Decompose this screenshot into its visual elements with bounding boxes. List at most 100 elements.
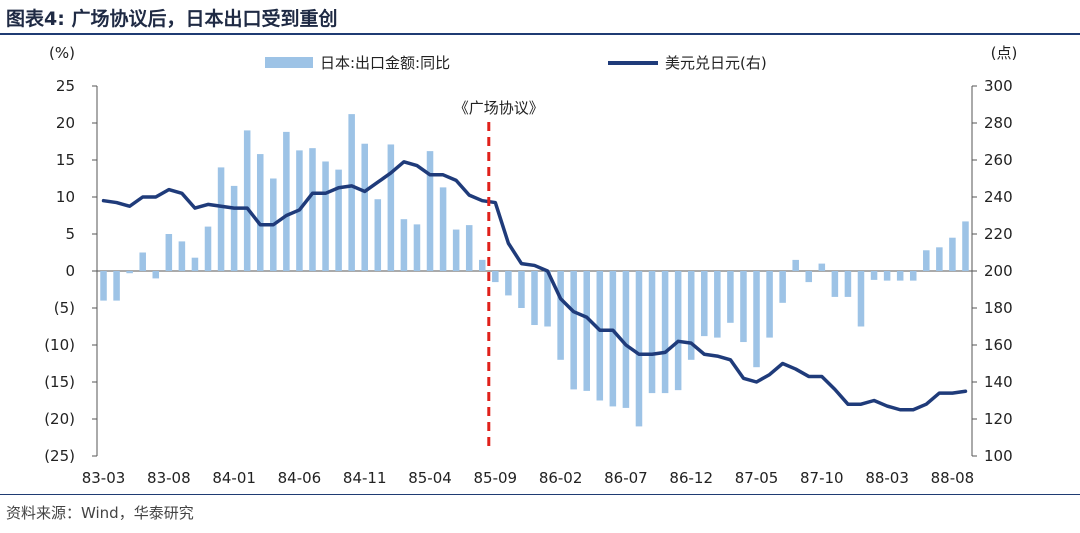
bar xyxy=(609,271,617,407)
bar xyxy=(505,271,512,296)
x-axis-tick-label: 87-05 xyxy=(735,469,779,487)
bar xyxy=(217,167,225,271)
legend-bar-swatch xyxy=(265,57,313,68)
bar xyxy=(661,271,669,394)
chart: (%) (点) 日本:出口金额:同比 美元兑日元(右) 25 20 15 10 5 0 (5… xyxy=(44,44,1018,487)
x-axis-tick-label: 85-04 xyxy=(408,469,452,487)
bar xyxy=(426,151,434,271)
bar xyxy=(949,237,956,271)
x-axis-tick-label: 86-12 xyxy=(669,469,713,487)
left-axis-tick-label: 5 xyxy=(65,225,75,243)
left-axis-tick-label: (5) xyxy=(54,299,75,317)
bar xyxy=(139,252,146,271)
source-note: 资料来源：Wind，华泰研究 xyxy=(6,504,194,522)
bar xyxy=(570,271,577,390)
left-axis-tick-label: 0 xyxy=(65,262,75,280)
bar xyxy=(844,271,852,297)
bar xyxy=(191,257,199,271)
bar xyxy=(883,271,891,281)
annotation: 《广场协议》 xyxy=(454,99,544,452)
bar xyxy=(283,131,290,271)
usd-jpy-line xyxy=(101,160,968,412)
bar xyxy=(622,271,630,408)
bar xyxy=(727,271,734,323)
right-axis-tick-label: 100 xyxy=(984,447,1013,465)
bar xyxy=(557,271,564,360)
bar xyxy=(701,271,708,337)
x-axis-tick-label: 83-08 xyxy=(147,469,191,487)
left-axis-tick-label: (25) xyxy=(44,447,75,465)
bar xyxy=(583,271,590,391)
bar xyxy=(230,185,238,271)
axes: 25 20 15 10 5 0 (5) (10) (15) (20) (25) 300 280 260 24… xyxy=(44,77,1012,487)
bar xyxy=(740,271,747,343)
bar xyxy=(126,271,133,274)
bar xyxy=(387,144,395,271)
legend-bar-label: 日本:出口金额:同比 xyxy=(320,54,450,72)
bar xyxy=(452,229,460,271)
bar xyxy=(870,271,878,280)
x-axis-tick-label: 84-06 xyxy=(278,469,322,487)
bar xyxy=(831,271,839,297)
right-axis-tick-label: 200 xyxy=(984,262,1013,280)
x-axis-tick-label: 85-09 xyxy=(474,469,518,487)
bar xyxy=(531,271,538,326)
x-axis-tick-label: 84-11 xyxy=(343,469,387,487)
right-axis-tick-label: 180 xyxy=(984,299,1013,317)
bar xyxy=(492,271,499,283)
left-axis-tick-label: (15) xyxy=(44,373,75,391)
right-axis-tick-label: 140 xyxy=(984,373,1013,391)
bar xyxy=(400,219,408,271)
bar xyxy=(909,271,917,281)
bar-series xyxy=(100,114,969,427)
bar xyxy=(165,234,173,271)
bar xyxy=(243,130,251,271)
left-axis-tick-label: 15 xyxy=(56,151,75,169)
right-axis-tick-label: 120 xyxy=(984,410,1013,428)
bar xyxy=(805,271,813,283)
x-axis-tick-label: 86-07 xyxy=(604,469,648,487)
bar xyxy=(113,271,120,301)
x-axis-tick-label: 87-10 xyxy=(800,469,844,487)
bar xyxy=(714,271,721,338)
bar xyxy=(857,271,865,327)
bar xyxy=(256,154,264,271)
left-axis-tick-label: 10 xyxy=(56,188,75,206)
left-axis-unit: (%) xyxy=(49,44,75,62)
bottom-rule xyxy=(0,494,1080,495)
bar xyxy=(361,143,368,271)
bar xyxy=(178,241,186,271)
left-axis-tick-label: (20) xyxy=(44,410,75,428)
bar xyxy=(753,271,760,368)
legend-line-label: 美元兑日元(右) xyxy=(665,54,767,72)
x-axis-tick-label: 86-02 xyxy=(539,469,583,487)
left-axis-tick-label: (10) xyxy=(44,336,75,354)
figure-title: 图表4: 广场协议后，日本出口受到重创 xyxy=(6,4,337,31)
bar xyxy=(348,114,355,272)
legend: 日本:出口金额:同比 美元兑日元(右) xyxy=(265,54,767,72)
right-axis-tick-label: 160 xyxy=(984,336,1013,354)
bar xyxy=(923,250,930,271)
bar xyxy=(818,263,826,271)
x-axis-tick-label: 84-01 xyxy=(212,469,256,487)
bar xyxy=(518,271,525,308)
bar xyxy=(648,271,656,394)
bar xyxy=(152,271,160,279)
plaza-accord-label: 《广场协议》 xyxy=(454,99,544,117)
bar xyxy=(596,271,604,401)
bar xyxy=(465,225,473,271)
right-axis-unit: (点) xyxy=(991,44,1018,62)
right-axis-tick-label: 240 xyxy=(984,188,1013,206)
bar xyxy=(792,259,799,271)
bar xyxy=(374,199,382,271)
bar xyxy=(544,271,551,327)
bar xyxy=(766,271,773,338)
bar xyxy=(322,161,329,271)
left-axis-tick-label: 20 xyxy=(56,114,75,132)
right-axis-tick-label: 280 xyxy=(984,114,1013,132)
bar xyxy=(674,271,682,391)
bar xyxy=(635,271,643,427)
bar xyxy=(335,169,342,271)
bar xyxy=(309,148,316,271)
x-axis-tick-label: 83-03 xyxy=(82,469,126,487)
